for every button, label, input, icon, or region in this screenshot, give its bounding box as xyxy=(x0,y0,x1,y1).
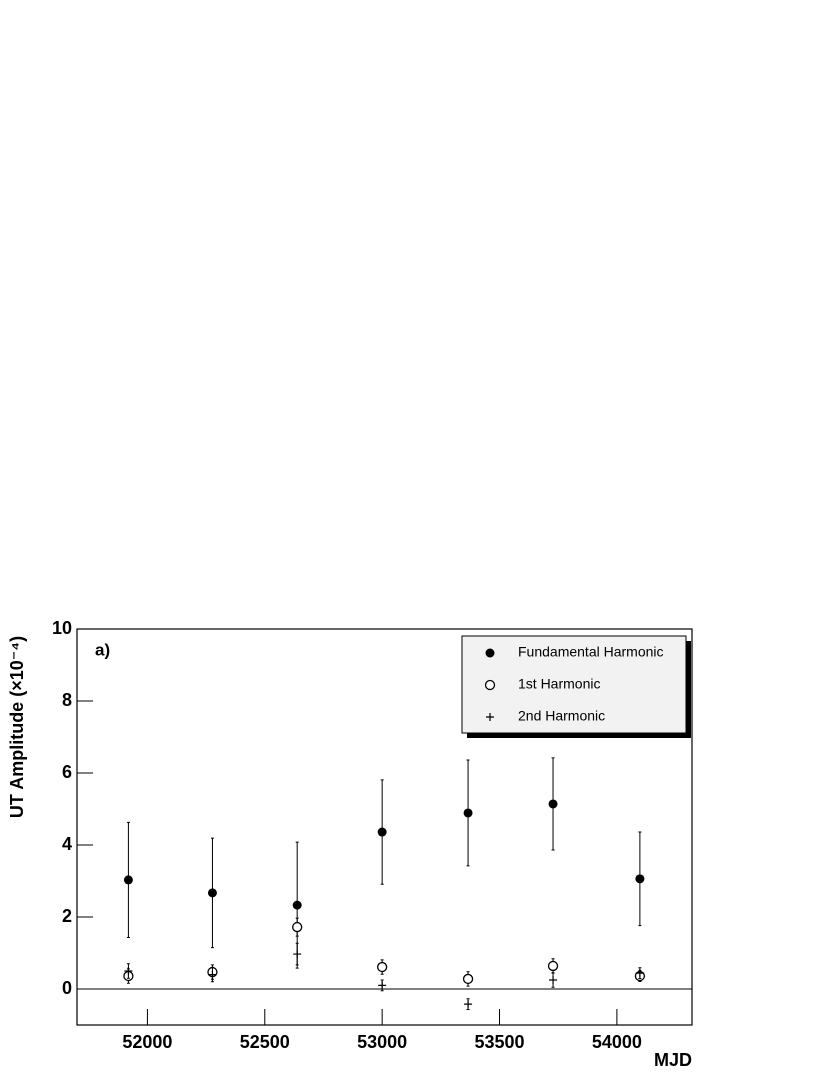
x-tick-label: 53000 xyxy=(357,1032,407,1052)
y-tick-label: 4 xyxy=(62,834,72,854)
legend-marker xyxy=(484,679,496,691)
y-tick-label: 0 xyxy=(62,978,72,998)
y-tick-label: 6 xyxy=(62,762,72,782)
legend-label: 2nd Harmonic xyxy=(518,708,605,724)
point xyxy=(292,900,302,910)
legend-marker xyxy=(486,713,494,721)
point xyxy=(463,808,473,818)
x-tick-label: 52000 xyxy=(122,1032,172,1052)
x-tick-label: 53500 xyxy=(474,1032,524,1052)
point xyxy=(207,888,217,898)
annotation: a) xyxy=(95,640,110,659)
point xyxy=(293,950,302,959)
point xyxy=(377,827,387,837)
x-tick-label: 52500 xyxy=(240,1032,290,1052)
legend-marker xyxy=(485,648,495,658)
legend-label: 1st Harmonic xyxy=(518,676,600,692)
point xyxy=(123,875,133,885)
point xyxy=(208,970,217,979)
point xyxy=(549,976,558,984)
legend-label: Fundamental Harmonic xyxy=(518,644,664,660)
y-tick-label: 10 xyxy=(52,618,72,638)
x-tick-label: 54000 xyxy=(592,1032,642,1052)
y-axis-label: UT Amplitude (×10⁻⁴) xyxy=(7,636,27,818)
y-tick-label: 2 xyxy=(62,906,72,926)
point xyxy=(377,961,388,973)
point xyxy=(464,1000,473,1009)
point xyxy=(462,973,474,985)
point xyxy=(547,960,559,972)
x-axis-label: MJD xyxy=(654,1050,692,1070)
legend-box xyxy=(461,635,687,734)
point xyxy=(635,969,644,978)
point xyxy=(292,921,303,933)
plot-frame xyxy=(76,628,693,1026)
point xyxy=(378,981,387,990)
y-tick-label: 8 xyxy=(62,690,72,710)
point xyxy=(548,799,558,809)
point xyxy=(635,874,645,884)
point xyxy=(124,967,133,975)
